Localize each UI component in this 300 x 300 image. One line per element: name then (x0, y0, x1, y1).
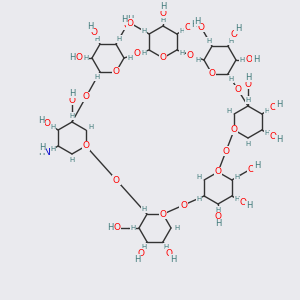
Text: H: H (88, 124, 94, 130)
Text: H: H (69, 113, 75, 119)
Text: O: O (82, 92, 89, 101)
Text: O: O (160, 53, 167, 62)
Text: H: H (69, 53, 75, 62)
Text: H: H (253, 56, 259, 64)
Text: O: O (240, 198, 247, 207)
Text: H: H (235, 24, 241, 33)
Text: O: O (214, 212, 221, 221)
Text: H: H (87, 22, 93, 31)
Text: H: H (107, 224, 113, 232)
Text: O: O (248, 164, 254, 173)
Text: H: H (69, 88, 75, 98)
Text: H: H (234, 196, 240, 202)
Text: H: H (206, 38, 211, 44)
Text: H: H (127, 14, 134, 23)
Text: H: H (264, 130, 270, 136)
Text: H: H (130, 225, 136, 231)
Text: H: H (215, 220, 221, 229)
Text: H: H (245, 141, 250, 147)
Text: O: O (113, 224, 121, 232)
Text: O: O (223, 146, 230, 155)
Text: H: H (116, 36, 122, 42)
Text: H: H (276, 136, 282, 145)
Text: O: O (197, 22, 205, 32)
Text: N: N (44, 148, 50, 157)
Text: O: O (113, 176, 120, 184)
Text: O: O (90, 28, 97, 38)
Text: O: O (112, 68, 119, 76)
Text: H: H (128, 55, 133, 61)
Text: O: O (124, 21, 130, 30)
Text: H: H (245, 73, 251, 82)
Text: H: H (191, 20, 197, 28)
Text: O: O (270, 103, 277, 112)
Text: O: O (180, 201, 187, 210)
Text: H: H (179, 28, 185, 34)
Text: O: O (208, 69, 215, 78)
Text: O: O (82, 142, 89, 151)
Text: H: H (170, 255, 176, 264)
Text: H: H (245, 97, 250, 103)
Text: H: H (246, 202, 252, 211)
Text: H: H (38, 116, 44, 124)
Text: O: O (184, 23, 192, 32)
Text: O: O (187, 50, 194, 59)
Text: H: H (94, 74, 100, 80)
Text: H: H (196, 174, 202, 180)
Text: O: O (231, 30, 238, 39)
Text: H: H (195, 57, 201, 63)
Text: H: H (50, 124, 56, 130)
Text: H: H (164, 244, 169, 250)
Text: O: O (166, 249, 173, 258)
Text: H: H (160, 2, 166, 10)
Text: H: H (228, 38, 234, 44)
Text: O: O (137, 249, 144, 258)
Text: O: O (160, 210, 167, 219)
Text: H: H (228, 76, 234, 82)
Text: O: O (133, 50, 140, 58)
Text: H: H (174, 225, 180, 231)
Text: H: H (226, 108, 232, 114)
Text: H: H (134, 255, 140, 264)
Text: H: H (69, 157, 75, 163)
Text: H: H (38, 148, 45, 157)
Text: H: H (160, 17, 166, 23)
Text: H: H (254, 161, 260, 170)
Text: H: H (141, 28, 147, 34)
Text: O: O (270, 132, 277, 141)
Text: H: H (50, 146, 56, 152)
Text: O: O (76, 53, 82, 62)
Text: H: H (141, 244, 147, 250)
Text: H: H (39, 143, 45, 152)
Text: H: H (196, 196, 202, 202)
Text: O: O (68, 95, 76, 104)
Text: H: H (239, 57, 244, 63)
Text: O: O (245, 56, 253, 64)
Text: H: H (141, 206, 147, 212)
Text: O: O (235, 85, 242, 94)
Text: H: H (194, 16, 201, 26)
Text: H: H (179, 50, 185, 56)
Text: O: O (214, 167, 221, 176)
Text: O: O (44, 119, 50, 128)
Text: H: H (215, 207, 220, 213)
Text: H: H (94, 36, 100, 42)
Text: H: H (83, 55, 88, 61)
Text: H: H (276, 100, 282, 109)
Text: O: O (231, 125, 238, 134)
Text: O: O (127, 19, 134, 28)
Text: H: H (234, 174, 240, 180)
Text: H: H (141, 50, 147, 56)
Text: O: O (160, 8, 167, 17)
Text: H: H (121, 15, 127, 24)
Text: H: H (264, 108, 270, 114)
Text: O: O (244, 80, 251, 88)
